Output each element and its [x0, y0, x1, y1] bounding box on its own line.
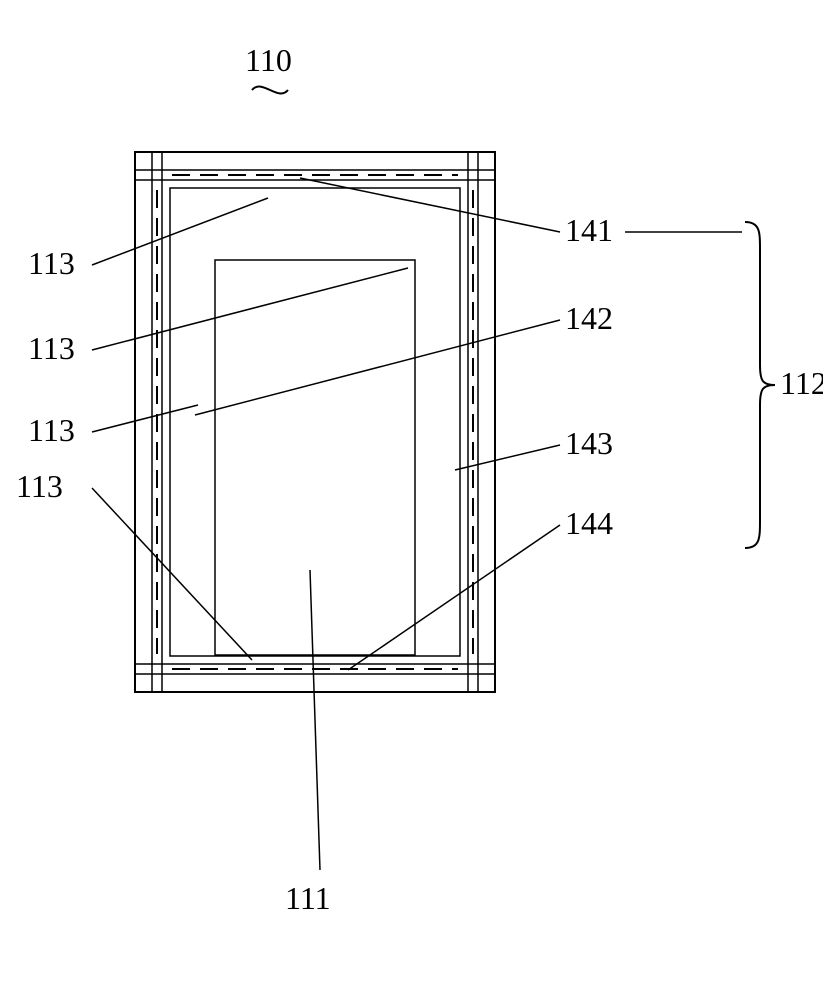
diagram-svg — [0, 0, 823, 1000]
outer-rect — [135, 152, 495, 692]
leader-143 — [455, 445, 560, 470]
leader-144 — [348, 525, 560, 670]
leader-111 — [310, 570, 320, 870]
brace-icon — [745, 222, 775, 548]
leader-142 — [195, 320, 560, 415]
tilde-icon — [252, 87, 288, 94]
leader-113-c — [92, 405, 198, 432]
leader-113-d — [92, 488, 252, 660]
leader-113-a — [92, 198, 268, 265]
mid-rect — [170, 188, 460, 656]
leader-113-b — [92, 268, 408, 350]
leader-141 — [300, 178, 560, 232]
inner-rect — [215, 260, 415, 655]
